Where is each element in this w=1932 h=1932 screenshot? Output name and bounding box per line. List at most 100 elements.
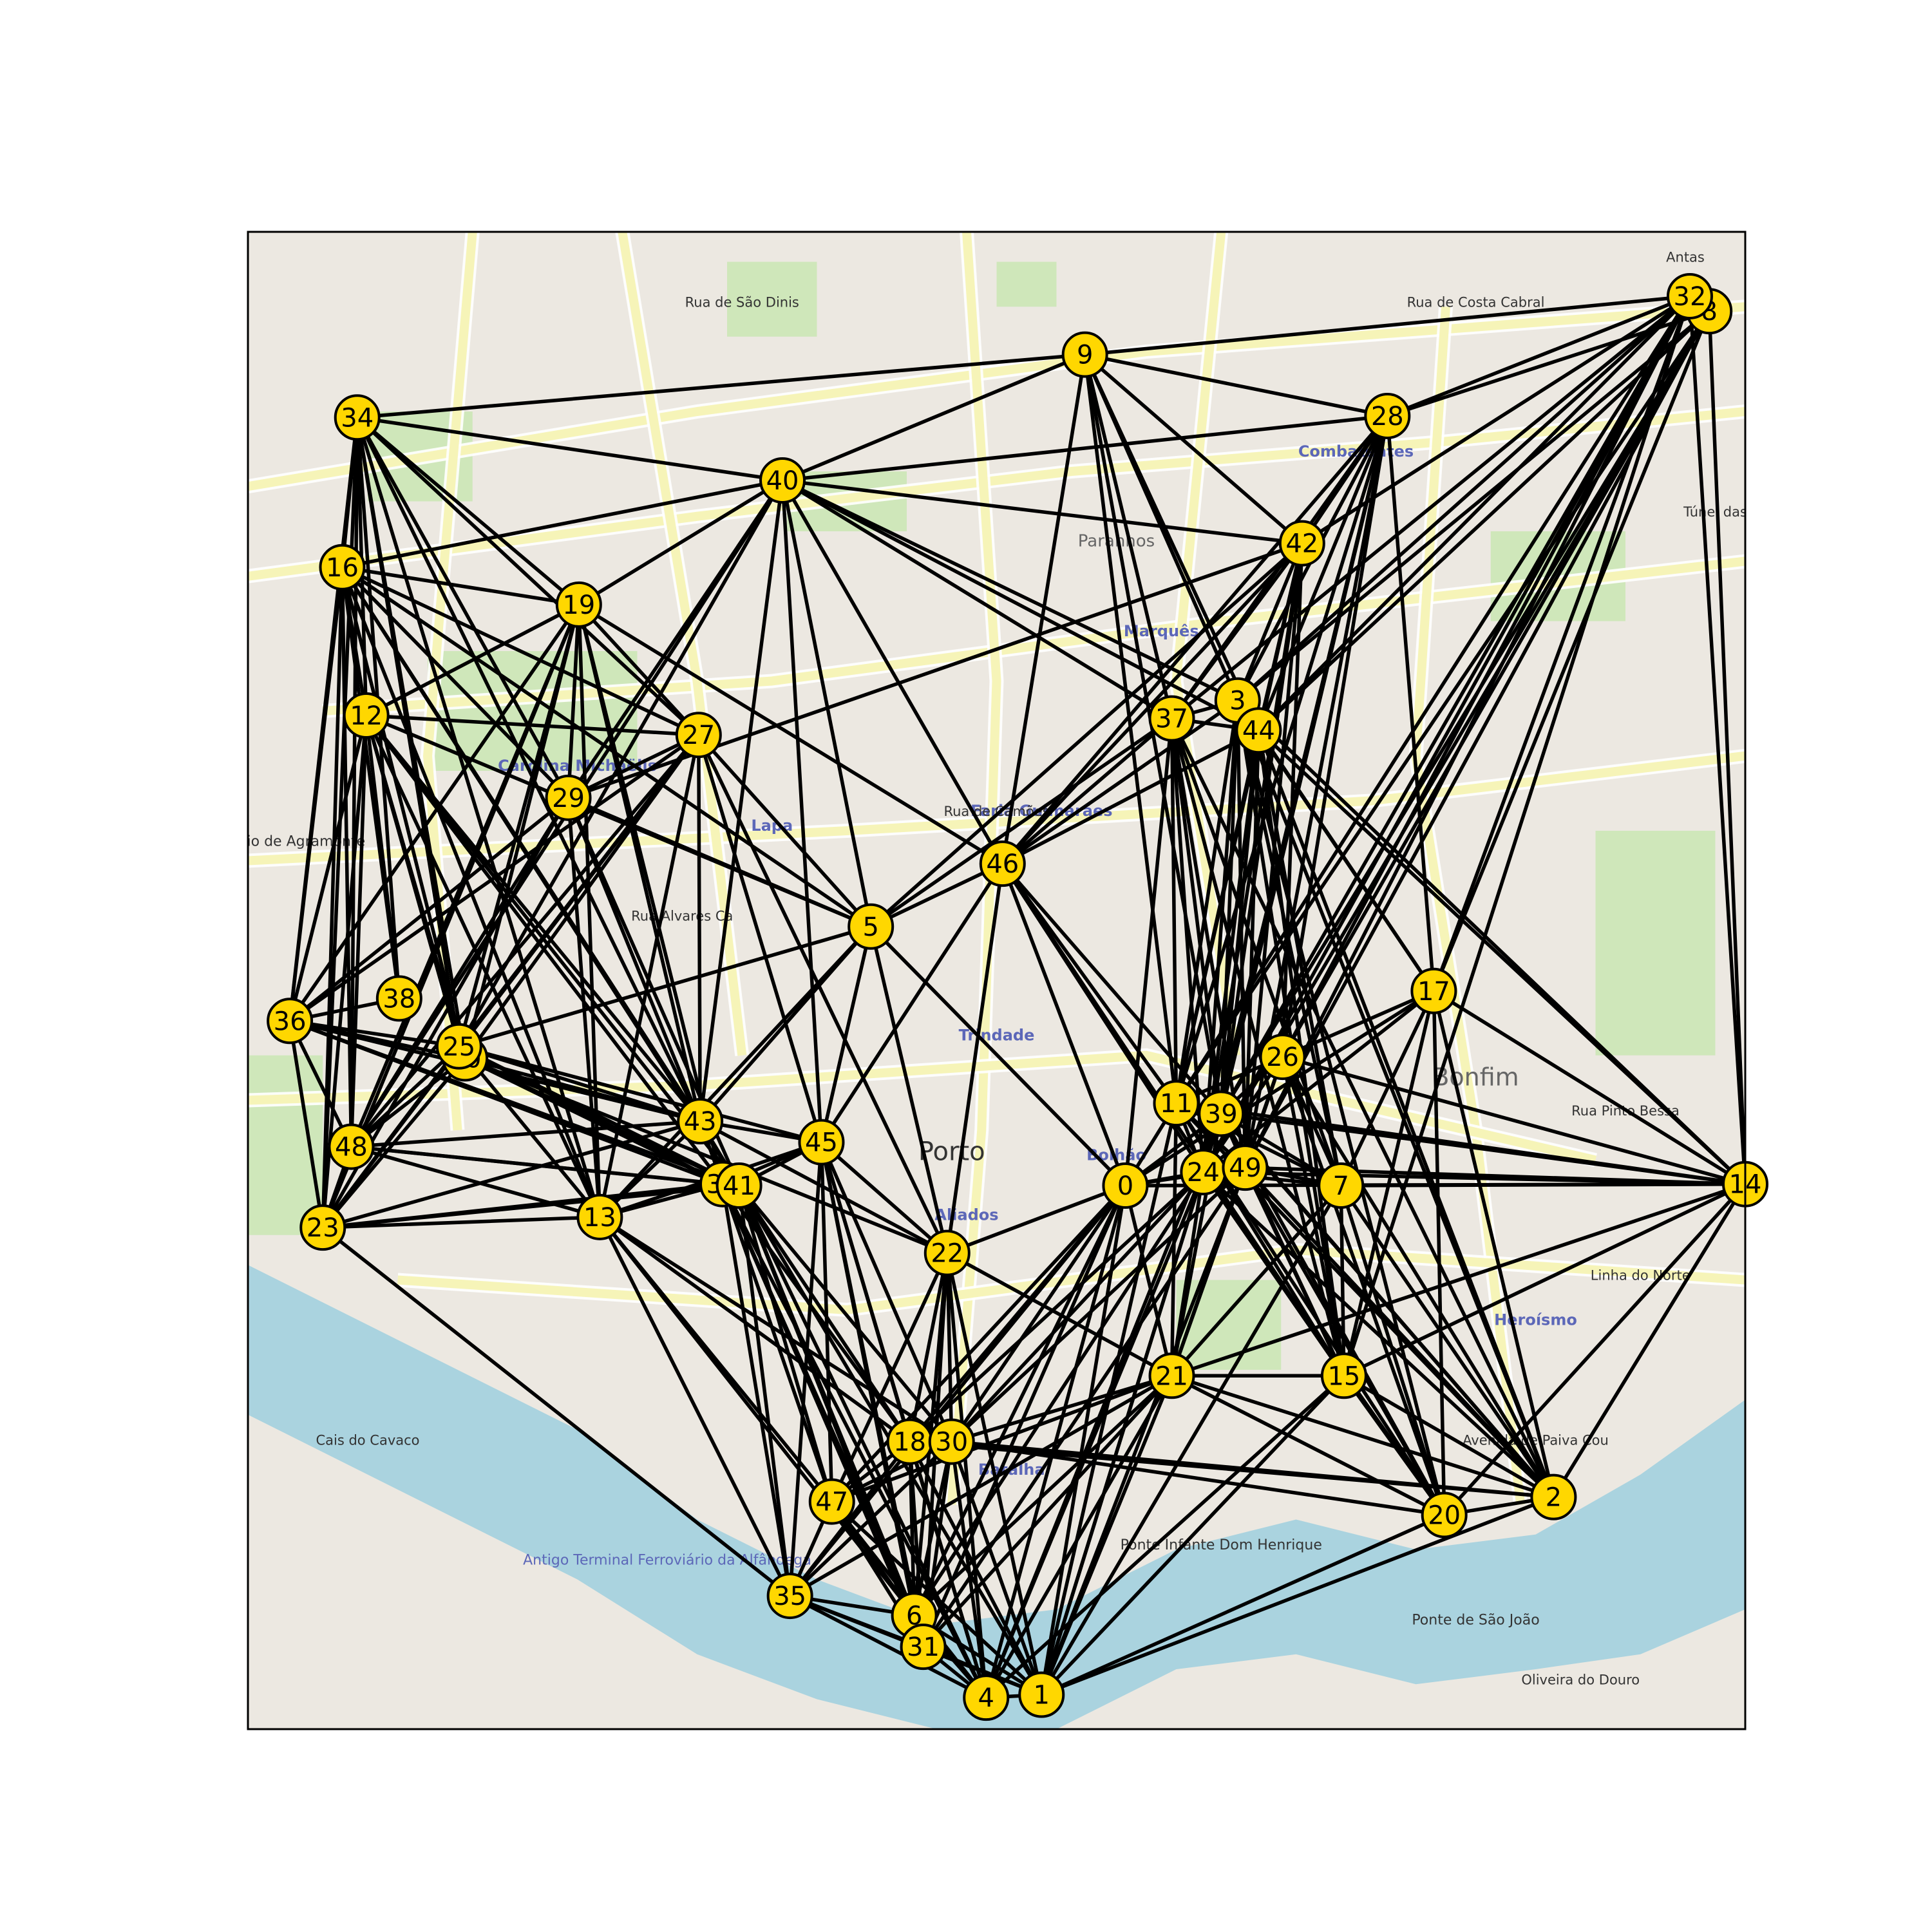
- graph-edge-44-42: [1256, 541, 1304, 732]
- node-label: 3: [1229, 687, 1245, 716]
- graph-node-17: 17: [1410, 967, 1457, 1014]
- node-marker: [848, 903, 895, 950]
- graph-edge-12-27: [364, 714, 701, 737]
- graph-edge-14-32: [1688, 294, 1745, 1186]
- node-marker: [677, 1098, 724, 1145]
- graph-edge-23-43: [321, 1119, 702, 1229]
- graph-edge-35-21: [788, 1374, 1174, 1598]
- node-label: 2: [1546, 1483, 1562, 1513]
- node-label: 41: [723, 1171, 755, 1201]
- graph-edge-27-5: [697, 733, 873, 929]
- node-label: 15: [1327, 1361, 1360, 1391]
- node-marker: [715, 1162, 762, 1209]
- graph-edge-16-29: [340, 565, 571, 800]
- node-label: 21: [1155, 1361, 1188, 1391]
- graph-edge-19-36: [288, 603, 581, 1023]
- park-area: [1176, 1280, 1282, 1370]
- graph-edge-15-32: [1342, 294, 1692, 1378]
- city-label: Porto: [918, 1137, 985, 1167]
- graph-edge-16-19: [340, 565, 581, 607]
- graph-node-9: 9: [1061, 331, 1108, 378]
- park-area: [727, 261, 817, 337]
- graph-node-21: 21: [1148, 1352, 1195, 1399]
- graph-edge-13-18: [598, 1215, 912, 1444]
- node-marker: [928, 1418, 975, 1465]
- graph-edge-17-28: [1385, 414, 1436, 993]
- node-label: 16: [326, 553, 359, 583]
- landmark-label: Antigo Terminal Ferroviário da Alfândega: [523, 1552, 811, 1568]
- graph-edge-18-4: [907, 1439, 988, 1700]
- graph-edge-46-28: [1001, 414, 1390, 866]
- node-marker: [545, 774, 592, 821]
- node-marker: [328, 1123, 375, 1170]
- graph-edge-46-11: [1001, 862, 1179, 1105]
- graph-edge-10-48: [349, 1056, 467, 1149]
- node-marker: [1278, 520, 1325, 567]
- map-background: PortoBonfimParanhosTrindadeAliadosCombat…: [248, 232, 1745, 1729]
- graph-node-16: 16: [319, 544, 366, 591]
- graph-node-22: 22: [923, 1229, 971, 1276]
- graph-edge-40-44: [781, 478, 1261, 732]
- node-marker: [808, 1478, 855, 1525]
- graph-edge-16-12: [340, 565, 368, 717]
- graph-node-12: 12: [343, 692, 390, 739]
- graph-edge-0-31: [921, 1184, 1128, 1649]
- graph-edge-24-8: [1201, 309, 1711, 1174]
- graph-edge-25-23: [321, 1045, 461, 1229]
- graph-nodes: 0123456789101112131415161718192021222324…: [267, 272, 1768, 1721]
- graph-edge-5-37: [869, 716, 1174, 929]
- node-marker: [1259, 1034, 1306, 1081]
- graph-edge-19-46: [577, 603, 1005, 866]
- graph-edge-2-24: [1201, 1170, 1556, 1499]
- graph-edge-42-28: [1300, 414, 1390, 545]
- node-label: 42: [1285, 529, 1318, 559]
- graph-edge-0-30: [950, 1184, 1128, 1444]
- graph-edge-14-17: [1432, 989, 1745, 1186]
- graph-edge-20-24: [1201, 1170, 1446, 1517]
- graph-node-4: 4: [963, 1674, 1010, 1721]
- graph-edge-9-28: [1083, 352, 1390, 418]
- graph-node-38: 38: [375, 975, 422, 1022]
- node-marker: [343, 692, 390, 739]
- node-label: 48: [335, 1133, 368, 1162]
- graph-edge-22-0: [945, 1184, 1128, 1255]
- graph-edge-1-15: [1039, 1374, 1346, 1697]
- node-label: 11: [1160, 1089, 1193, 1119]
- graph-edge-10-22: [463, 1056, 949, 1255]
- graph-edge-9-40: [781, 352, 1087, 482]
- node-marker: [267, 998, 314, 1045]
- graph-edge-27-22: [697, 733, 949, 1255]
- node-label: 25: [442, 1032, 475, 1062]
- graph-node-49: 49: [1222, 1144, 1269, 1191]
- graph-edge-12-38: [364, 714, 401, 1001]
- graph-edge-9-34: [355, 352, 1087, 420]
- node-label: 29: [552, 784, 585, 813]
- graph-edge-3-42: [1236, 541, 1304, 703]
- graph-node-30: 30: [928, 1418, 975, 1465]
- graph-edge-3-32: [1236, 294, 1692, 703]
- node-label: 40: [766, 466, 799, 496]
- graph-edge-11-8: [1174, 309, 1711, 1105]
- node-label: 24: [1187, 1158, 1220, 1188]
- graph-edge-40-25: [457, 478, 784, 1048]
- node-marker: [435, 1023, 482, 1070]
- graph-edge-49-32: [1243, 294, 1692, 1170]
- graph-node-1: 1: [1018, 1671, 1065, 1718]
- graph-edge-12-13: [364, 714, 602, 1219]
- graph-edge-21-14: [1170, 1182, 1745, 1378]
- node-label: 46: [986, 849, 1019, 879]
- graph-edge-27-36: [288, 733, 701, 1023]
- plot-frame: [247, 231, 1747, 1730]
- graph-edge-12-10: [364, 714, 467, 1061]
- graph-edge-14-24: [1201, 1170, 1745, 1186]
- graph-edge-45-30: [819, 1140, 954, 1444]
- station-label: Aliados: [934, 1206, 998, 1224]
- graph-edge-20-7: [1339, 1184, 1446, 1517]
- graph-edge-44-32: [1256, 294, 1692, 732]
- graph-edge-40-5: [781, 478, 873, 929]
- graph-edge-9-32: [1083, 294, 1692, 357]
- graph-edge-4-39: [984, 1112, 1223, 1700]
- node-label: 28: [1371, 402, 1404, 431]
- street-label: Oliveira do Douro: [1521, 1672, 1640, 1687]
- graph-edge-33-31: [721, 1182, 925, 1649]
